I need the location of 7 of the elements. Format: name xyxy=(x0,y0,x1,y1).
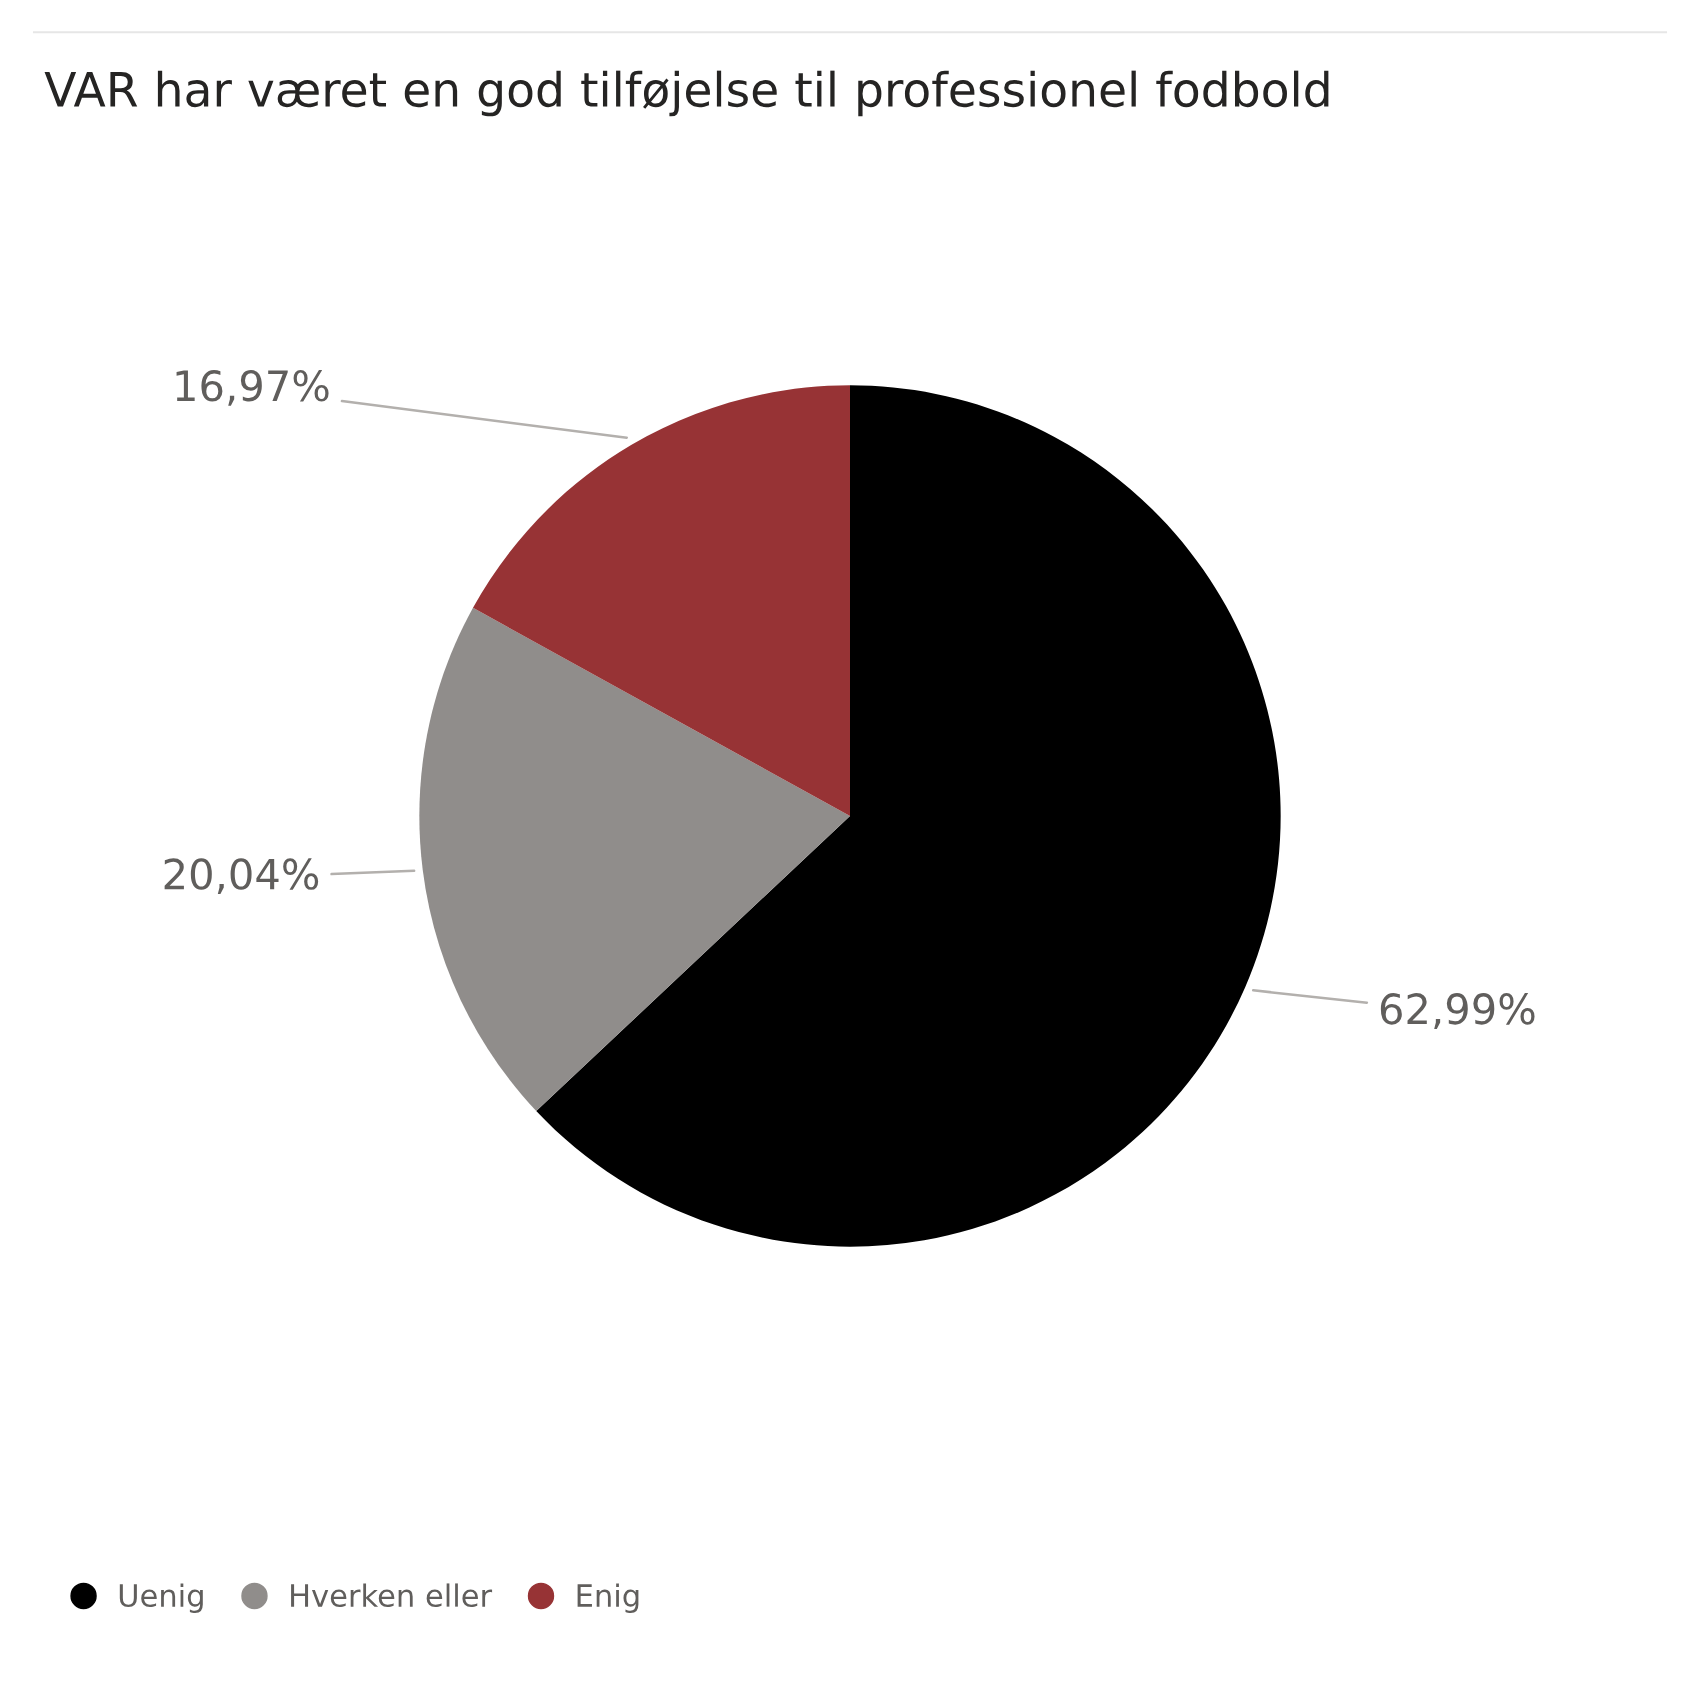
legend-label: Uenig xyxy=(119,1583,203,1613)
legend-label: Enig xyxy=(577,1583,639,1613)
data-label: 16,97% xyxy=(176,370,329,406)
data-label: 62,99% xyxy=(1380,993,1535,1029)
chart-title: VAR har været en god tilføjelse til professionel fodbold xyxy=(44,70,1329,117)
data-label: 20,04% xyxy=(164,858,319,895)
legend-label: Hverken eller xyxy=(291,1583,493,1608)
